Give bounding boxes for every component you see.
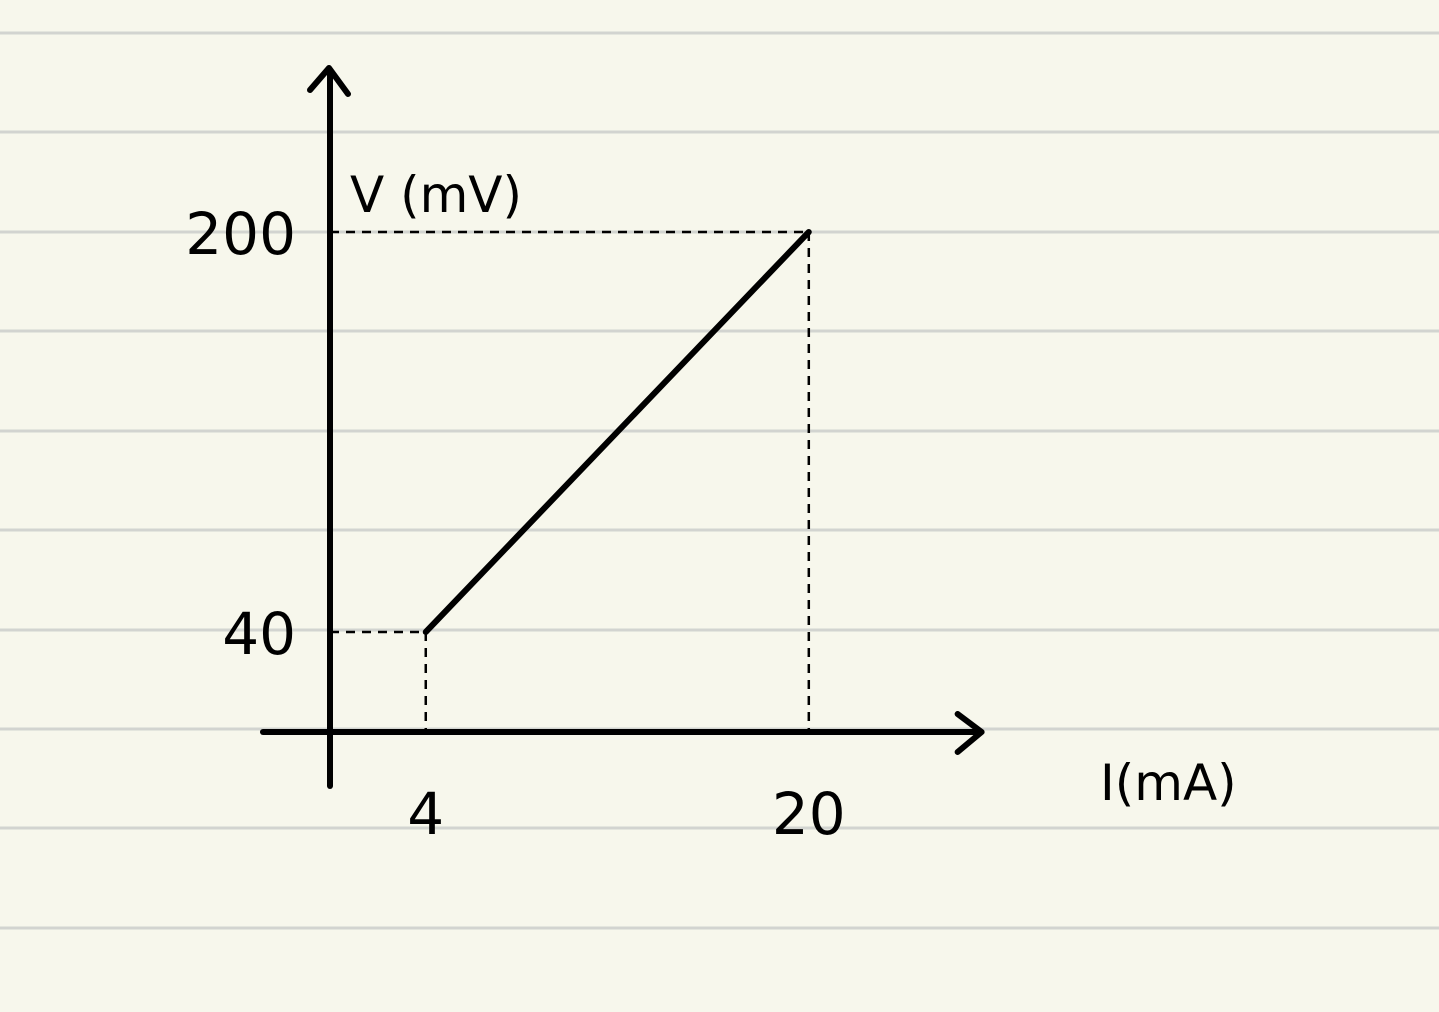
tick-labels: 4 20 40 200 (185, 200, 845, 848)
ruled-lines (0, 31, 1439, 930)
series-group (422, 229, 812, 635)
axes (259, 65, 985, 789)
x-tick-label-4: 4 (407, 780, 444, 848)
series-line-1-segment-1 (422, 229, 812, 635)
y-axis-title: V (mV) (350, 166, 522, 224)
x-axis-arrowhead (954, 711, 985, 755)
y-tick-label-200: 200 (185, 200, 296, 268)
guide-lines (330, 230, 811, 732)
x-axis-title: I(mA) (1100, 754, 1237, 812)
x-tick-label-20: 20 (772, 780, 846, 848)
y-axis-arrowhead (307, 65, 351, 97)
y-tick-label-40: 40 (222, 600, 296, 668)
